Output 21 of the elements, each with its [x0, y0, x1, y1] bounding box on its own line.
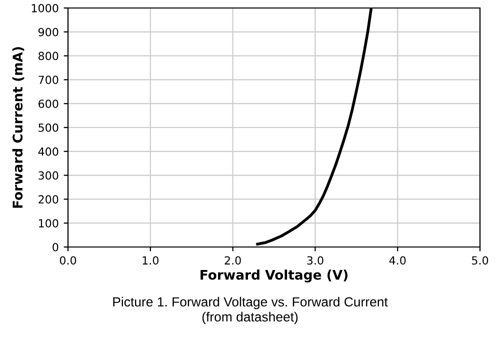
- y-tick-label: 100: [38, 219, 58, 228]
- x-axis-title: Forward Voltage (V): [200, 270, 348, 282]
- y-tick-label: 900: [38, 28, 58, 36]
- y-tick-label: 600: [38, 100, 58, 108]
- y-tick-label: 1000: [32, 4, 58, 12]
- x-tick-label: 5.0: [472, 256, 488, 265]
- y-tick-label: 500: [38, 123, 58, 132]
- y-tick-label: 700: [38, 76, 58, 84]
- y-tick-label: 800: [38, 52, 58, 60]
- text: (from datasheet): [202, 312, 298, 324]
- text: Picture 1. Forward Voltage vs. Forward Current: [113, 296, 388, 310]
- y-tick-label: 0: [52, 242, 58, 252]
- x-tick-label: 2.0: [224, 256, 241, 265]
- y-axis-title: Forward Current (mA): [12, 47, 24, 208]
- x-tick-label: 0.0: [60, 256, 76, 265]
- x-tick-label: 1.0: [142, 256, 158, 265]
- y-tick-label: 200: [38, 195, 58, 204]
- x-tick-label: 4.0: [389, 256, 406, 265]
- x-tick-label: 3.0: [307, 256, 324, 265]
- y-tick-label: 300: [38, 171, 58, 180]
- y-tick-label: 400: [38, 147, 58, 156]
